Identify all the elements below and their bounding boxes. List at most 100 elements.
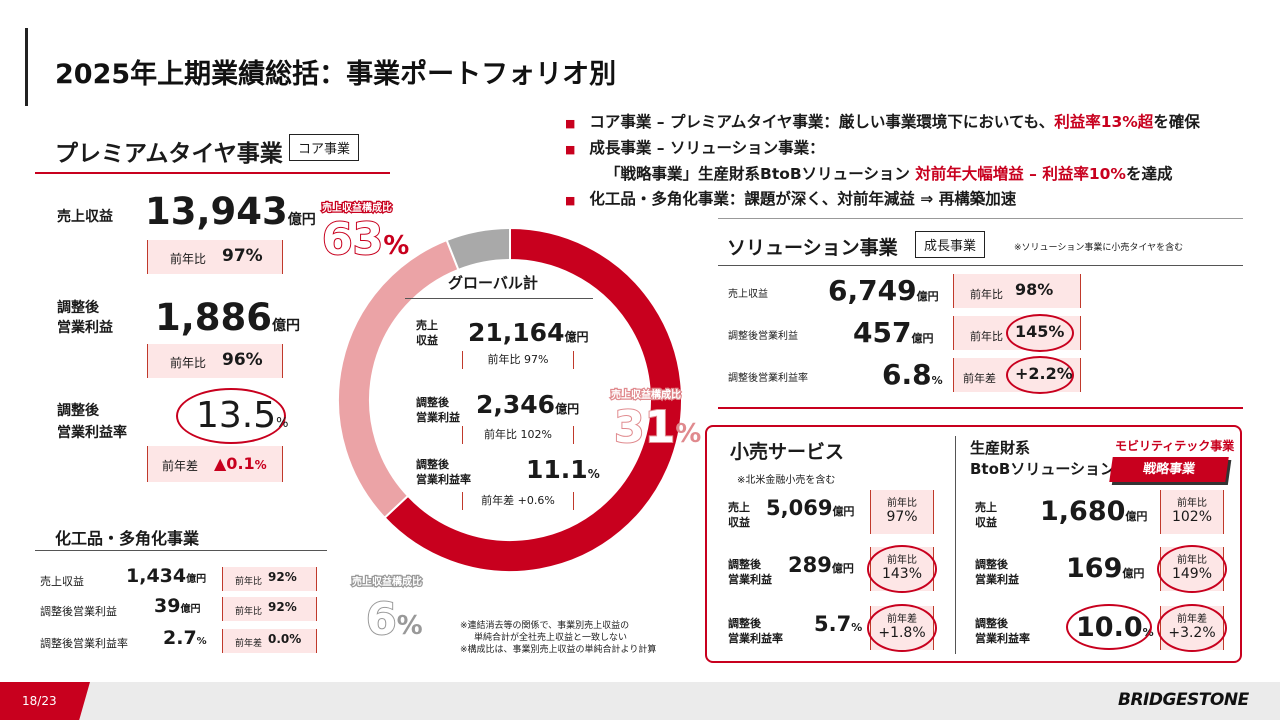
global-op-cmp: 前年比 102% [462,426,574,444]
global-margin-cmp: 前年差 +0.6% [462,492,574,510]
chemical-row-label: 調整後営業利益 [40,605,117,618]
chemical-row-cmp: 92% [268,570,297,584]
solution-row-value: 6,749億円 [828,274,939,307]
chemical-row-cmp-box [222,597,317,621]
global-sales-value: 21,164億円 [468,318,589,347]
retail-row-label: 調整後 営業利益 [728,558,772,586]
solution-row-label: 調整後営業利益率 [728,373,808,384]
solution-tag: 成長事業 [915,231,986,258]
premium-margin-label: 調整後 営業利益率 [57,403,127,441]
retail-row-value: 289億円 [788,553,854,577]
retail-row-cmp-label: 前年比 [887,498,917,509]
chemical-row-value: 1,434億円 [126,565,207,587]
solution-row-highlight-circle [1006,314,1074,352]
premium-tag: コア事業 [289,134,360,161]
solution-underline [718,265,1243,266]
retail-note: ※北米金融小売を含む [737,475,836,486]
global-sales-label: 売上 収益 [416,319,438,347]
solution-row-highlight-circle [1006,356,1074,394]
page-number-badge [0,682,90,720]
retail-row-cmp-box [870,490,934,534]
solution-row-value: 457億円 [853,316,934,349]
page-number: 18/23 [22,694,57,708]
premium-sales-value: 13,943億円 [145,190,316,233]
bullet-core: ■ コア事業 – プレミアムタイヤ事業：厳しい事業環境下においても、利益率13%超… [565,113,1200,131]
chemical-share-pct: 6% [365,593,423,646]
subsegment-divider [955,436,956,654]
global-op-value: 2,346億円 [476,390,580,419]
global-op-label: 調整後 営業利益 [416,396,460,424]
solution-row-cmp-box [953,274,1081,308]
solution-row-value: 6.8% [882,358,943,391]
premium-op-label: 調整後 営業利益 [57,300,113,336]
chemical-row-cmp-label: 前年比 [235,577,263,587]
solution-row-cmp-label: 前年比 [970,288,1003,301]
premium-margin-highlight-circle [176,388,286,444]
chemical-row-cmp: 92% [268,600,297,614]
retail-row-highlight-circle [867,604,937,652]
solution-title: ソリューション事業 [727,237,898,259]
sales-composition-donut [337,226,683,573]
premium-margin-diff-box: 前年差 ▲0.1% [147,446,283,482]
subsegment-frame [705,425,1242,663]
chemical-underline [35,550,327,551]
solution-note: ※ソリューション事業に小売タイヤを含む [1014,243,1184,253]
bridgestone-logo: BRIDGESTONE [1118,690,1249,710]
solution-bottom-divider [718,407,1243,409]
footer-bar [0,682,1280,720]
chemical-row-cmp-label: 前年比 [235,607,263,617]
btob-row-label: 売上 収益 [975,501,997,529]
retail-row-label: 売上 収益 [728,501,750,529]
solution-row-label: 調整後営業利益 [728,331,798,342]
donut-segment-premium [383,226,683,573]
btob-row-highlight-circle [1157,604,1227,652]
premium-op-value: 1,886億円 [155,296,301,339]
global-total-title: グローバル計 [448,274,538,292]
global-margin-value: 11.1% [526,455,600,484]
chemical-title: 化工品・多角化事業 [55,529,200,548]
btob-row-value: 169億円 [1066,553,1145,584]
solution-share-pct: 31% [613,401,702,454]
btob-margin-highlight-circle [1066,604,1152,650]
solution-share-caption: 売上収益構成比 [610,389,683,403]
retail-title: 小売サービス [730,441,845,463]
premium-share-caption: 売上収益構成比 [321,202,394,216]
solution-row-cmp-label: 前年差 [963,372,996,385]
btob-row-cmp-box [1160,490,1224,534]
chemical-row-value: 2.7% [163,627,207,649]
global-margin-label: 調整後 営業利益率 [416,458,471,486]
strategic-tag: 戦略事業 [1109,457,1229,482]
solution-row-label: 売上収益 [728,289,768,300]
page-title: 2025年上期業績総括：事業ポートフォリオ別 [55,59,617,90]
retail-row-highlight-circle [867,545,937,593]
premium-share-pct: 63% [321,213,410,266]
premium-sales-yoy-box: 前年比 97% [147,240,283,274]
footnotes: ※連結消去等の関係で、事業別売上収益の 単純合計が全社売上収益と一致しない ※構… [460,621,657,655]
btob-row-cmp-label: 前年比 [1177,498,1207,509]
premium-margin-value: 13.5% [196,395,289,436]
btob-row-label: 調整後 営業利益 [975,558,1019,586]
retail-row-label: 調整後 営業利益率 [728,617,783,645]
premium-op-yoy-box: 前年比 96% [147,344,283,378]
retail-row-cmp: 97% [886,509,918,525]
chemical-row-label: 調整後営業利益率 [40,637,128,650]
donut-segment-chemical [445,226,511,272]
btob-row-label: 調整後 営業利益率 [975,617,1030,645]
solution-row-cmp-label: 前年比 [970,330,1003,343]
btob-row-highlight-circle [1157,545,1227,593]
chemical-row-value: 39億円 [154,595,201,617]
chemical-row-label: 売上収益 [40,575,84,588]
premium-title: プレミアムタイヤ事業 [55,141,283,167]
btob-row-cmp: 102% [1171,509,1213,525]
btob-title: 生産財系 BtoBソリューション [970,439,1116,478]
btob-row-value: 1,680億円 [1040,496,1148,527]
chemical-row-cmp: 0.0% [268,632,302,646]
premium-underline [35,172,390,174]
bullet-chemical: ■ 化工品・多角化事業：課題が深く、対前年減益 ⇒ 再構築加速 [565,190,1017,208]
bullets-divider [718,218,1243,219]
retail-row-value: 5,069億円 [766,496,855,520]
global-sales-cmp: 前年比 97% [462,351,574,369]
global-total-divider [405,298,593,299]
retail-row-value: 5.7% [814,612,863,636]
bullet-growth: ■ 成長事業 – ソリューション事業： [565,139,825,157]
